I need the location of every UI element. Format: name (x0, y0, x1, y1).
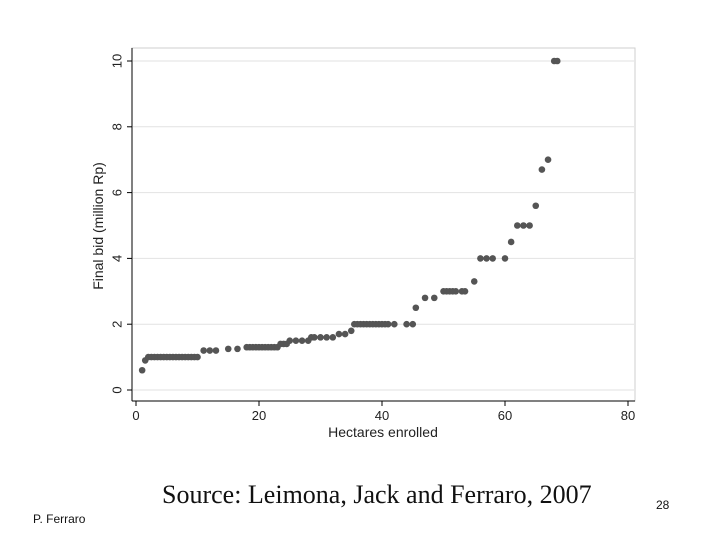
y-tick-label: 8 (109, 123, 124, 130)
data-point (544, 156, 552, 163)
data-point (489, 255, 497, 262)
data-point (553, 57, 561, 65)
data-point (194, 353, 201, 361)
y-gridlines (133, 60, 634, 391)
x-tick-label: 60 (498, 408, 512, 423)
y-tick-label: 2 (109, 321, 124, 328)
data-point (520, 222, 527, 229)
data-point (452, 288, 460, 295)
source-citation: Source: Leimona, Jack and Ferraro, 2007 (162, 480, 592, 509)
data-point (317, 334, 324, 341)
data-point (412, 304, 420, 312)
data-point (311, 334, 318, 341)
data-point (477, 255, 484, 262)
data-points (138, 57, 561, 374)
data-point (532, 202, 540, 210)
data-point (200, 347, 207, 354)
scatter-chart: 0 2 4 6 8 10 0 20 40 60 80 Hectares enrolled Fina… (90, 47, 636, 440)
x-tick-label: 80 (621, 408, 635, 423)
data-point (526, 222, 533, 229)
data-point (501, 255, 509, 262)
x-axis-ticks: 0 20 40 60 80 (132, 401, 635, 423)
data-point (507, 238, 515, 246)
y-axis-ticks: 0 2 4 6 8 10 (109, 54, 132, 394)
x-axis-title: Hectares enrolled (328, 424, 438, 440)
data-point (138, 366, 146, 374)
data-point (461, 288, 469, 295)
y-tick-label: 4 (109, 255, 124, 262)
data-point (286, 337, 294, 344)
data-point (514, 222, 521, 229)
data-point (292, 337, 300, 344)
data-point (347, 327, 355, 335)
x-tick-label: 40 (375, 408, 389, 423)
data-point (384, 320, 392, 328)
data-point (329, 334, 337, 341)
data-point (341, 330, 349, 338)
data-point (298, 337, 306, 344)
data-point (538, 166, 546, 173)
data-point (470, 278, 478, 285)
data-point (206, 347, 214, 354)
data-point (391, 320, 398, 328)
data-point (234, 345, 241, 353)
y-tick-label: 6 (109, 189, 124, 196)
page-number: 28 (656, 498, 670, 512)
data-point (403, 320, 410, 328)
data-point (421, 294, 429, 302)
x-tick-label: 20 (252, 408, 266, 423)
y-tick-label: 0 (109, 386, 124, 393)
data-point (409, 320, 417, 328)
data-point (212, 347, 220, 354)
author-name: P. Ferraro (33, 512, 86, 526)
data-point (224, 345, 232, 353)
plot-area (131, 47, 636, 402)
data-point (335, 330, 343, 338)
x-tick-label: 0 (132, 408, 139, 423)
data-point (430, 294, 438, 302)
data-point (483, 255, 490, 262)
data-point (323, 334, 330, 341)
y-axis-title: Final bid (million Rp) (90, 162, 106, 290)
y-tick-label: 10 (109, 54, 124, 68)
